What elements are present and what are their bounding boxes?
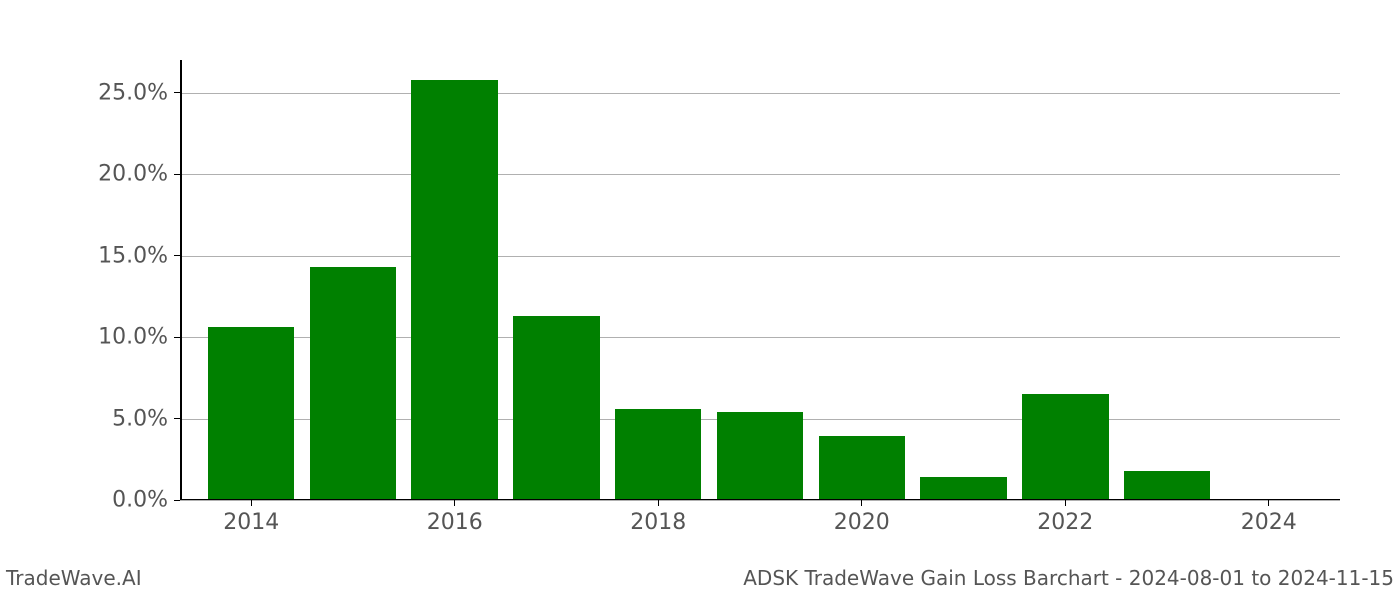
xtick-label: 2022 xyxy=(1037,510,1093,535)
y-axis-spine xyxy=(180,60,182,500)
bar xyxy=(411,80,497,500)
bar xyxy=(615,409,701,500)
xtick-mark xyxy=(861,500,862,506)
ytick-label: 15.0% xyxy=(98,243,168,268)
xtick-mark xyxy=(454,500,455,506)
ytick-label: 20.0% xyxy=(98,162,168,187)
xtick-mark xyxy=(658,500,659,506)
ytick-mark xyxy=(174,337,180,338)
xtick-mark xyxy=(1065,500,1066,506)
xtick-label: 2024 xyxy=(1241,510,1297,535)
ytick-label: 0.0% xyxy=(112,488,168,513)
bar xyxy=(513,316,599,500)
bar xyxy=(208,327,294,500)
xtick-label: 2016 xyxy=(427,510,483,535)
xtick-label: 2020 xyxy=(834,510,890,535)
watermark-left: TradeWave.AI xyxy=(6,566,142,590)
bar xyxy=(1022,394,1108,500)
bar xyxy=(717,412,803,500)
chart-caption: ADSK TradeWave Gain Loss Barchart - 2024… xyxy=(743,566,1394,590)
ytick-mark xyxy=(174,255,180,256)
xtick-label: 2014 xyxy=(223,510,279,535)
ytick-mark xyxy=(174,174,180,175)
plot-area xyxy=(180,60,1340,500)
gridline-y xyxy=(180,93,1340,94)
bar xyxy=(920,477,1006,500)
ytick-mark xyxy=(174,92,180,93)
ytick-mark xyxy=(174,500,180,501)
gridline-y xyxy=(180,256,1340,257)
xtick-label: 2018 xyxy=(630,510,686,535)
xtick-mark xyxy=(1268,500,1269,506)
bar xyxy=(819,436,905,500)
gridline-y xyxy=(180,174,1340,175)
gridline-y xyxy=(180,500,1340,501)
ytick-mark xyxy=(174,418,180,419)
xtick-mark xyxy=(251,500,252,506)
bar xyxy=(1124,471,1210,500)
ytick-label: 25.0% xyxy=(98,80,168,105)
ytick-label: 10.0% xyxy=(98,325,168,350)
ytick-label: 5.0% xyxy=(112,406,168,431)
x-axis-spine xyxy=(180,499,1340,501)
bar xyxy=(310,267,396,500)
figure: 0.0% 5.0% 10.0% 15.0% 20.0% 25.0% 2014 2016 201… xyxy=(0,0,1400,600)
